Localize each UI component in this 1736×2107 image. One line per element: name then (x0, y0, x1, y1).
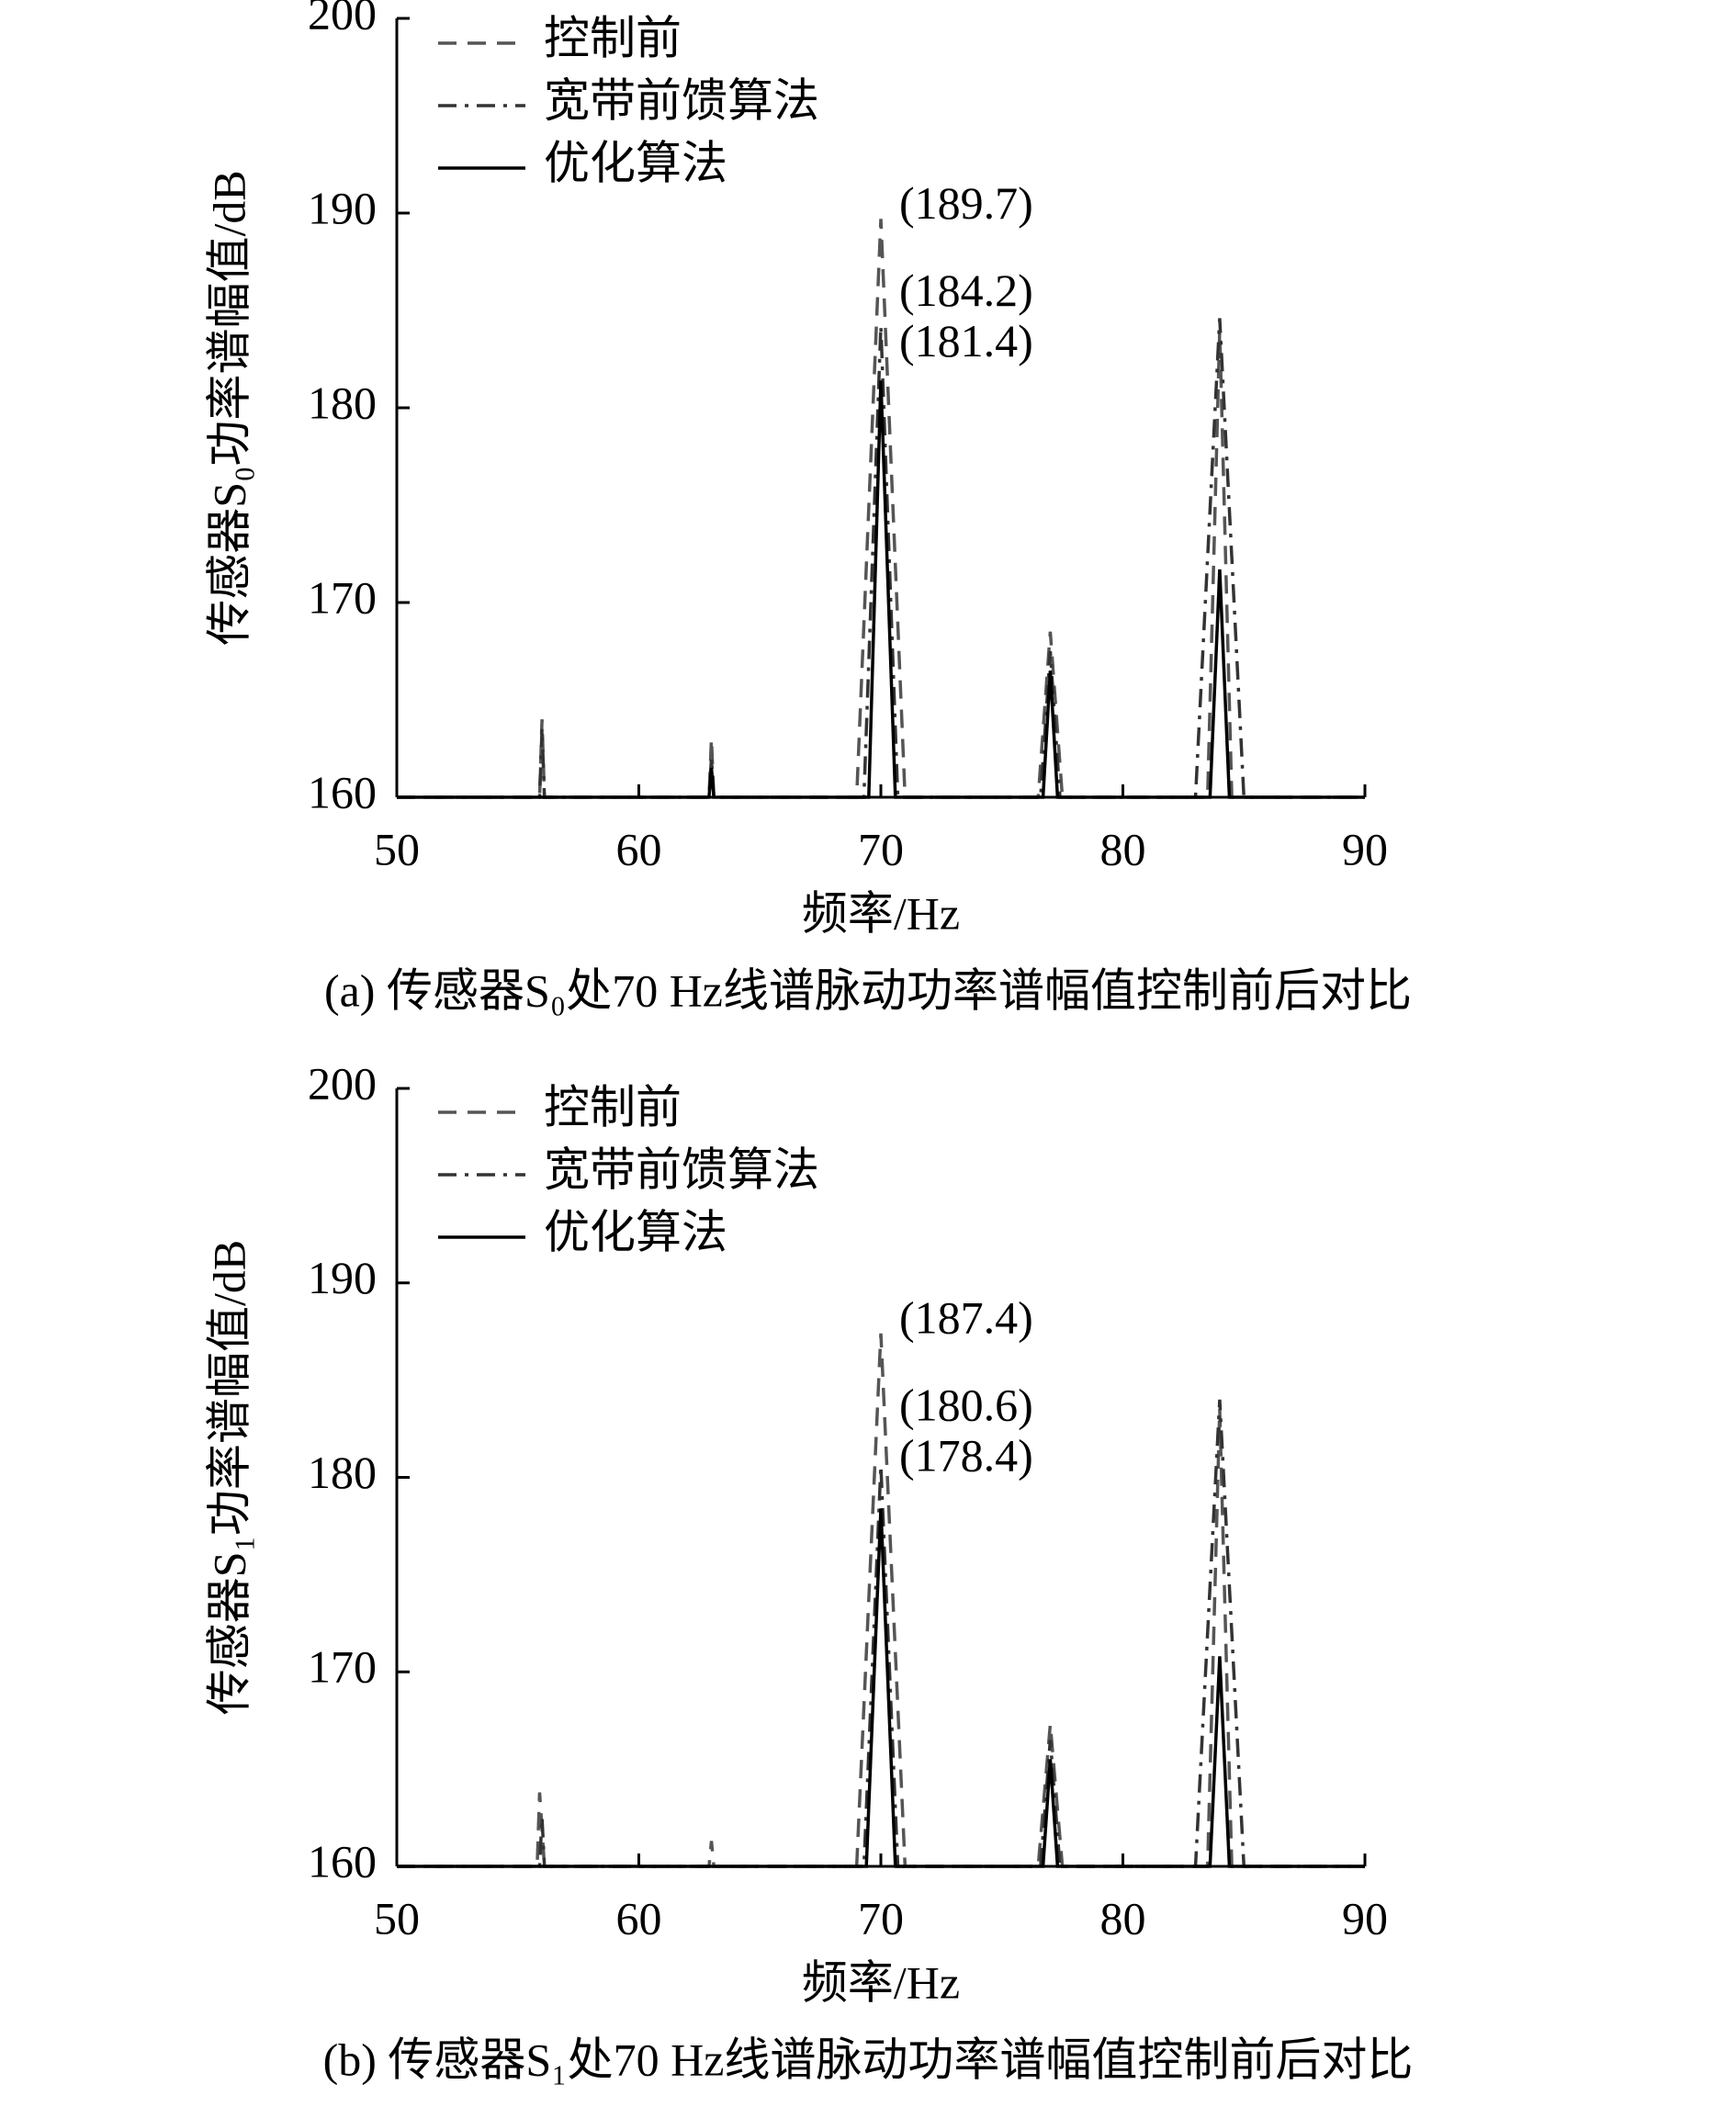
x-tick-label: 80 (1100, 823, 1146, 874)
y-axis-label: 传感器S₀功率谱幅值/dB (203, 170, 254, 645)
annotation: (180.6) (899, 1379, 1033, 1430)
x-tick-label: 60 (616, 1892, 662, 1944)
caption: (a) 传感器S₀处70 Hz线谱脉动功率谱幅值控制前后对比 (324, 964, 1412, 1016)
chart: 160 170 180 190 200 50 60 70 80 90 频率/Hz 传感器S₁功率谱幅值… (203, 1057, 1413, 2085)
annotation: (187.4) (899, 1291, 1033, 1343)
series-line (397, 1333, 1365, 1868)
chart: 160 170 180 190 200 50 60 70 80 90 频率/Hz 传感器S₀功率谱幅值… (203, 0, 1412, 1016)
y-tick-label: 200 (308, 0, 377, 39)
x-tick-label: 70 (858, 1892, 904, 1944)
y-tick-label: 170 (308, 1641, 377, 1693)
series-line (397, 1508, 1365, 1868)
annotation: (178.4) (899, 1429, 1033, 1481)
y-tick-label: 160 (308, 766, 377, 817)
legend-label: 控制前 (544, 12, 682, 63)
x-axis-label: 频率/Hz (802, 1956, 960, 2008)
y-axis-label: 传感器S₁功率谱幅值/dB (203, 1240, 254, 1715)
y-tick-label: 170 (308, 571, 377, 623)
y-tick-label: 200 (308, 1057, 377, 1109)
y-tick-label: 190 (308, 1252, 377, 1303)
legend-label: 优化算法 (544, 1206, 727, 1257)
legend-label: 宽带前馈算法 (544, 74, 819, 126)
y-tick-label: 160 (308, 1835, 377, 1887)
annotation: (181.4) (899, 315, 1033, 366)
y-tick-label: 180 (308, 1447, 377, 1498)
x-tick-label: 90 (1342, 823, 1388, 874)
x-tick-label: 50 (374, 823, 420, 874)
x-tick-label: 90 (1342, 1892, 1388, 1944)
annotation: (189.7) (899, 177, 1033, 229)
x-tick-label: 60 (616, 823, 662, 874)
legend-label: 宽带前馈算法 (544, 1144, 819, 1195)
legend-label: 优化算法 (544, 137, 727, 188)
x-tick-label: 80 (1100, 1892, 1146, 1944)
annotation: (184.2) (899, 265, 1033, 316)
series-line (397, 219, 1365, 799)
caption: (b) 传感器S₁处70 Hz线谱脉动功率谱幅值控制前后对比 (323, 2034, 1414, 2085)
legend-label: 控制前 (544, 1081, 682, 1132)
y-tick-label: 190 (308, 182, 377, 233)
x-axis-label: 频率/Hz (802, 887, 960, 939)
y-tick-label: 180 (308, 377, 377, 428)
x-tick-label: 70 (858, 823, 904, 874)
x-tick-label: 50 (374, 1892, 420, 1944)
